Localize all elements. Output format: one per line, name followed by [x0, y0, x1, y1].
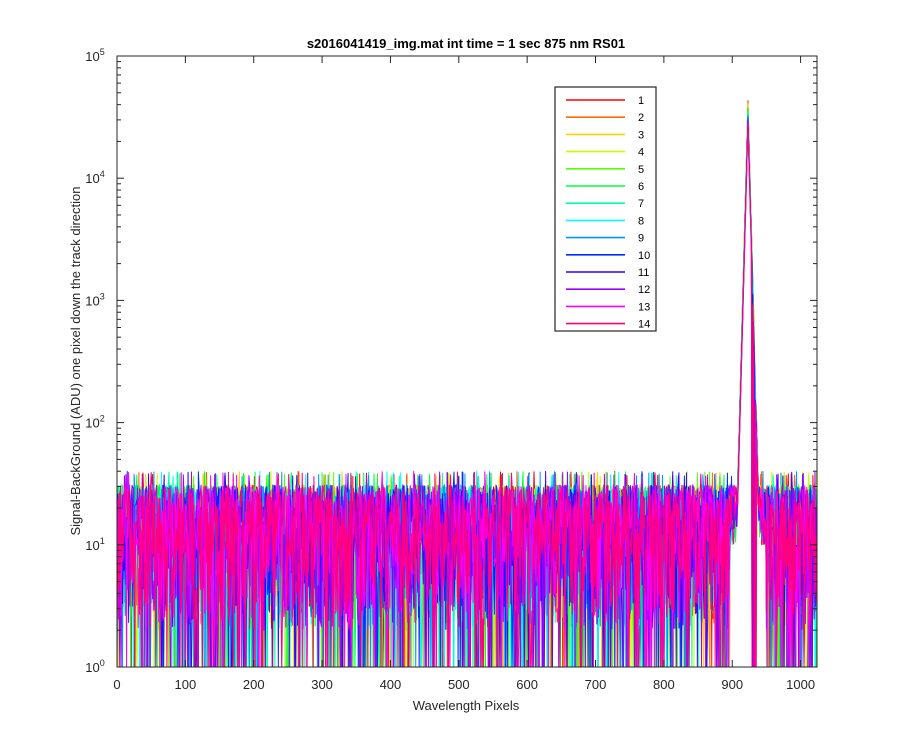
x-tick-label: 600 [516, 677, 538, 692]
y-tick-label: 101 [85, 536, 104, 553]
x-tick-label: 300 [311, 677, 333, 692]
x-tick-label: 0 [113, 677, 120, 692]
x-tick-label: 100 [175, 677, 197, 692]
legend-label-6: 6 [638, 181, 644, 193]
y-tick-label: 100 [85, 658, 104, 675]
y-tick-label: 102 [85, 414, 104, 431]
x-tick-label: 200 [243, 677, 265, 692]
legend-label-12: 12 [638, 284, 650, 296]
legend-label-9: 9 [638, 233, 644, 245]
legend-label-3: 3 [638, 129, 644, 141]
legend-label-5: 5 [638, 164, 644, 176]
legend-label-2: 2 [638, 112, 644, 124]
legend-label-11: 11 [638, 267, 649, 279]
y-tick-label: 105 [85, 47, 104, 64]
legend-label-8: 8 [638, 215, 644, 227]
legend-label-4: 4 [638, 147, 644, 159]
y-tick-label: 103 [85, 291, 104, 308]
legend-label-14: 14 [638, 319, 650, 331]
x-tick-label: 800 [653, 677, 675, 692]
x-tick-label: 700 [585, 677, 607, 692]
y-axis-label: Signal-BackGround (ADU) one pixel down t… [68, 186, 83, 535]
series-layer [116, 100, 818, 668]
chart-title: s2016041419_img.mat int time = 1 sec 875… [307, 36, 625, 51]
x-tick-label: 1000 [786, 677, 815, 692]
legend-label-7: 7 [638, 198, 644, 210]
series-line-14 [116, 126, 818, 668]
legend-box [554, 86, 657, 332]
y-tick-label: 104 [85, 169, 104, 186]
x-tick-label: 400 [380, 677, 402, 692]
legend-label-10: 10 [638, 250, 650, 262]
axes-box [116, 55, 818, 668]
x-axis-label: Wavelength Pixels [413, 698, 520, 713]
x-axis: 0 100 200 300 400 500 600 700 800 900 1000 [113, 56, 815, 692]
legend-label-1: 1 [638, 95, 644, 107]
plot-area [116, 55, 818, 668]
x-tick-label: 500 [448, 677, 470, 692]
legend-label-13: 13 [638, 301, 650, 313]
x-tick-label: 900 [721, 677, 743, 692]
